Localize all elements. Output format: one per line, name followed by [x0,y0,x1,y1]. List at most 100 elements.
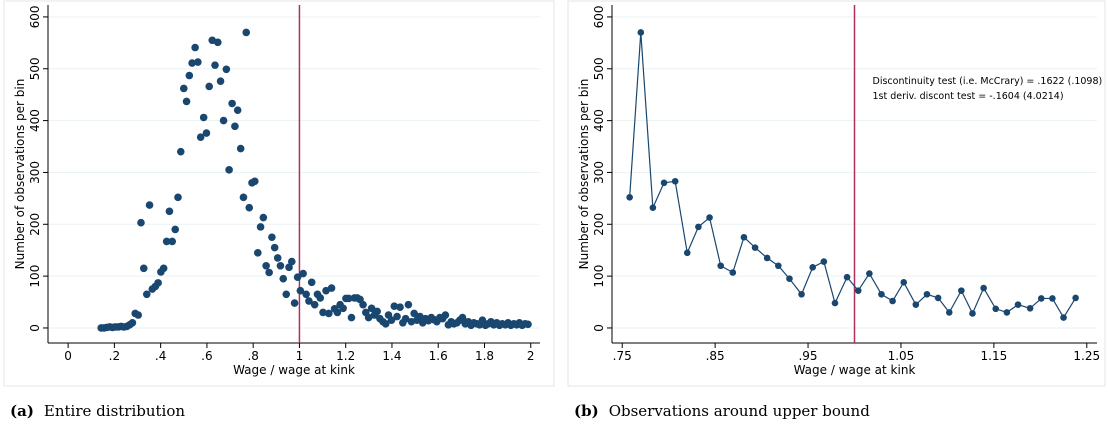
x-tick-label: 1.2 [336,349,355,363]
point [740,233,748,241]
x-tick-label: 1.25 [1073,349,1100,363]
x-tick-label: .4 [155,349,166,363]
point [683,249,691,257]
point [387,316,396,324]
point [228,99,236,108]
point [660,179,668,187]
point [259,213,268,222]
point [222,65,231,74]
point [231,122,239,131]
point [202,129,211,137]
point [339,304,347,313]
point [253,248,262,257]
y-tick-label: 400 [28,109,42,132]
caption-label: (a) [10,402,34,420]
point [1037,295,1045,302]
point [273,254,282,262]
point [154,279,162,287]
x-axis-title: Wage / wage at kink [233,363,355,377]
point [934,294,942,302]
point [809,264,816,271]
x-tick-label: 1.4 [382,349,401,363]
y-tick-label: 0 [592,324,606,332]
x-tick-label: .95 [798,349,817,363]
point [299,269,307,278]
point [194,58,202,66]
point [213,38,222,47]
y-tick-label: 600 [592,5,606,28]
y-tick-label: 300 [28,161,42,184]
point [139,264,148,273]
point [889,297,896,305]
point [262,261,270,270]
point [820,258,828,265]
point [441,311,450,319]
point [980,284,987,292]
point [1060,314,1067,321]
point [279,274,288,283]
point [900,279,908,286]
point [798,290,805,298]
point [958,287,965,294]
point [265,268,273,277]
annotation: Discontinuity test (i.e. McCrary) = .162… [873,76,1103,87]
point [219,116,228,125]
point [171,225,180,234]
y-tick-label: 600 [28,5,42,28]
point [717,262,725,270]
point [191,43,199,52]
point [205,82,214,91]
point [393,312,401,321]
point [347,313,356,322]
point [305,297,313,305]
point [270,243,279,252]
point [866,270,873,277]
point [233,106,242,115]
point [401,314,410,323]
point [302,290,310,299]
point [359,300,367,309]
point [225,166,233,174]
point [786,275,793,283]
point [1049,295,1056,302]
point [637,29,645,36]
point [145,201,154,209]
point [763,254,771,262]
point [128,318,137,327]
point [626,194,633,201]
y-tick-label: 100 [592,265,606,288]
point [1003,309,1011,316]
y-axis-title: Number of observations per bin [13,79,27,270]
point [410,309,418,318]
point [364,313,373,322]
point [236,144,245,153]
point [333,308,342,317]
panel-frame [3,0,555,387]
annotation: 1st deriv. discont test = -.1604 (4.0214… [873,91,1064,102]
y-axis-title: Number of observations per bin [577,79,591,270]
x-tick-label: 0 [64,349,72,363]
point [134,311,143,319]
x-tick-label: 2 [527,349,535,363]
caption: (a) Entire distribution [10,402,185,420]
point [245,203,254,212]
point [316,294,325,302]
point [695,223,702,231]
point [288,257,296,266]
caption-label: (b) [574,402,599,420]
point [293,273,302,281]
point [945,309,953,316]
point [196,133,205,141]
point [239,193,248,202]
point [751,244,759,251]
point [325,309,333,318]
y-tick-label: 200 [592,213,606,236]
point [216,77,225,86]
y-tick-label: 500 [592,57,606,80]
point [182,97,191,106]
point [174,193,182,202]
point [179,84,188,93]
point [1072,294,1079,302]
point [831,299,839,307]
